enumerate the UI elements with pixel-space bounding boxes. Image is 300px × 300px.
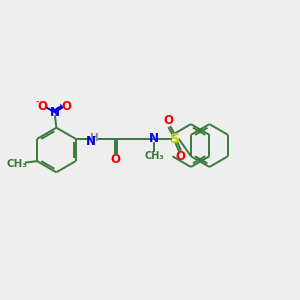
Text: O: O [164,114,174,127]
Text: O: O [38,100,47,113]
Text: O: O [176,151,186,164]
Text: S: S [170,132,180,146]
Text: N: N [149,132,159,146]
Text: CH₃: CH₃ [7,159,28,169]
Text: N: N [50,106,60,119]
Text: N: N [85,135,95,148]
Text: CH₃: CH₃ [144,151,164,161]
Text: O: O [110,153,120,166]
Text: H: H [90,133,98,143]
Text: O: O [61,100,71,113]
Text: -: - [35,96,39,106]
Text: +: + [56,103,63,112]
